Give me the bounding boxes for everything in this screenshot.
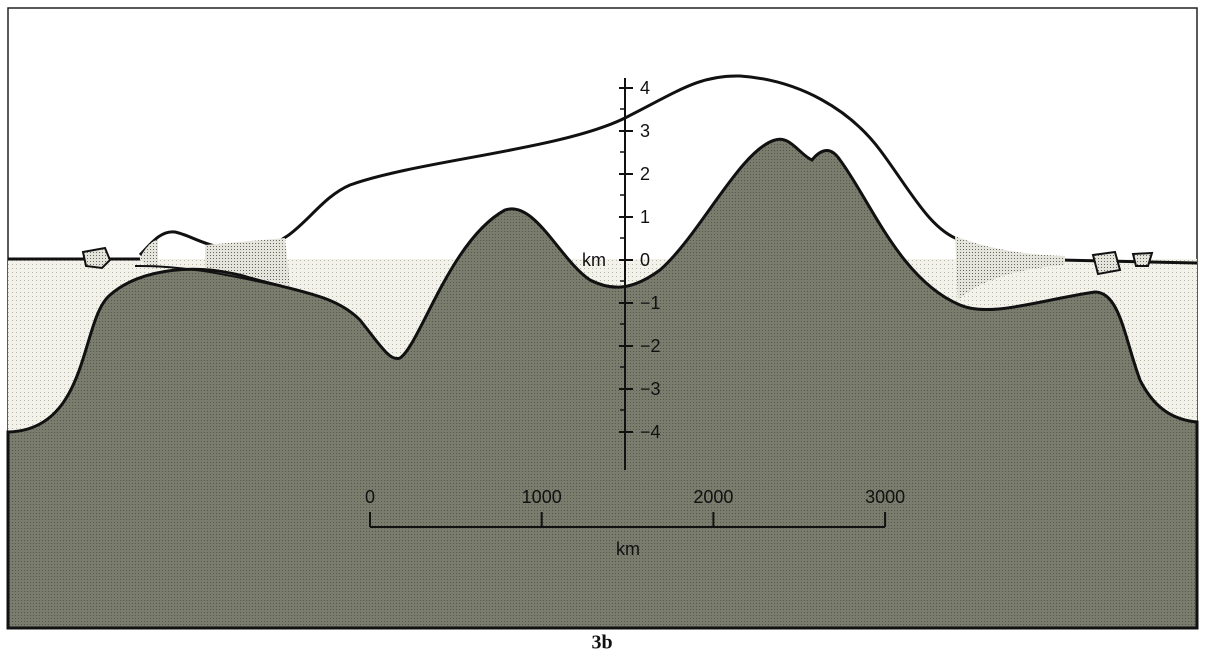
vertical-tick-label: −1 (640, 293, 661, 313)
vertical-tick-label: 3 (640, 121, 650, 141)
caption: 3b (591, 632, 612, 654)
vertical-tick-label: −3 (640, 379, 661, 399)
horizontal-tick-label: 1000 (522, 487, 562, 507)
horizontal-tick-label: 3000 (865, 487, 905, 507)
horizontal-tick-label: 2000 (693, 487, 733, 507)
vertical-tick-label: −4 (640, 422, 661, 442)
horizontal-tick-label: 0 (365, 487, 375, 507)
vertical-tick-label: 1 (640, 207, 650, 227)
horizontal-unit: km (616, 539, 640, 559)
figure: km km 3b 4 3 2 1 0 −1 −2 −3 −4 0 1000 2000 3000 (0, 0, 1205, 656)
vertical-unit: km (582, 250, 606, 270)
vertical-tick-label: 4 (640, 78, 650, 98)
vertical-tick-label: −2 (640, 336, 661, 356)
vertical-tick-label: 2 (640, 164, 650, 184)
vertical-tick-label: 0 (640, 250, 650, 270)
